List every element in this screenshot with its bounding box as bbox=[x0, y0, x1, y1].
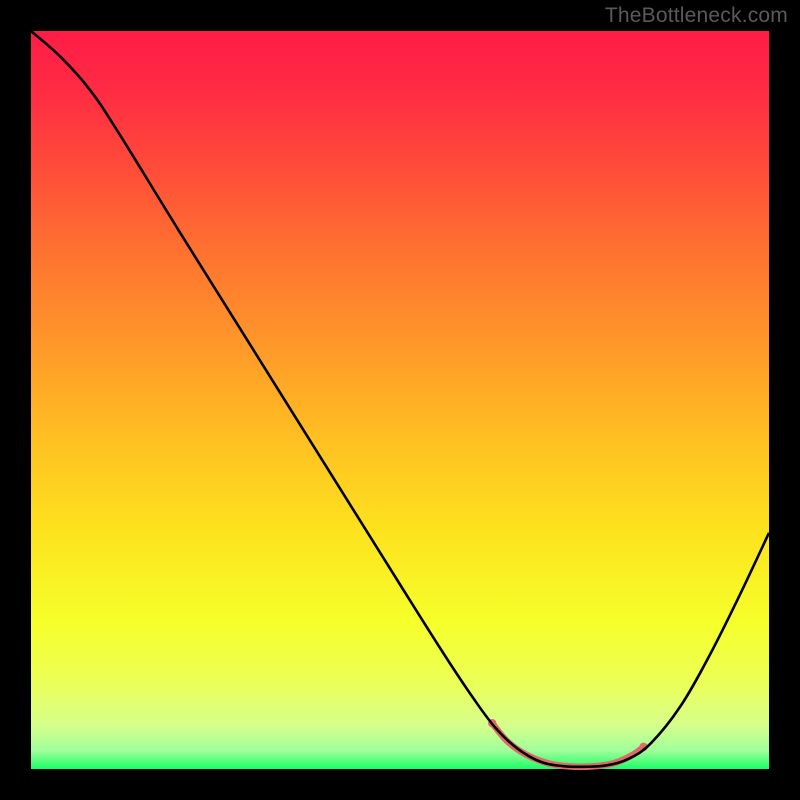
plot-area bbox=[31, 31, 769, 769]
bottleneck-curve bbox=[31, 31, 769, 767]
curve-layer bbox=[31, 31, 769, 769]
watermark-text: TheBottleneck.com bbox=[605, 4, 788, 28]
chart-frame: TheBottleneck.com bbox=[0, 0, 800, 800]
